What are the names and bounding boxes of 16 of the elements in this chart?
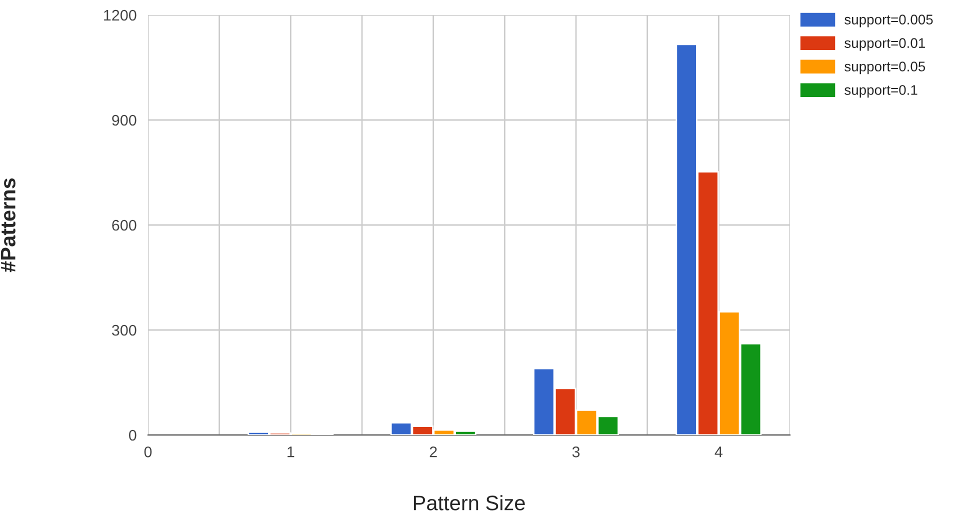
legend-label: support=0.005	[844, 14, 933, 28]
x-tick-label: 0	[144, 446, 152, 458]
y-axis-title: #Patterns	[0, 178, 16, 272]
legend-label: support=0.1	[844, 85, 918, 98]
legend-label: support=0.01	[844, 38, 925, 51]
y-tick-label: 0	[128, 430, 136, 441]
y-tick-label: 1200	[104, 10, 136, 21]
x-tick-label: 1	[288, 446, 294, 458]
y-tick-label: 300	[112, 324, 136, 336]
y-tick-label: 600	[112, 220, 136, 231]
x-axis-title: Pattern Size	[414, 495, 525, 510]
x-tick-label: 4	[714, 446, 722, 458]
legend-label: support=0.05	[844, 62, 926, 74]
x-tick-label: 2	[430, 446, 437, 458]
x-tick-label: 3	[572, 446, 580, 458]
y-tick-label: 900	[112, 114, 136, 126]
